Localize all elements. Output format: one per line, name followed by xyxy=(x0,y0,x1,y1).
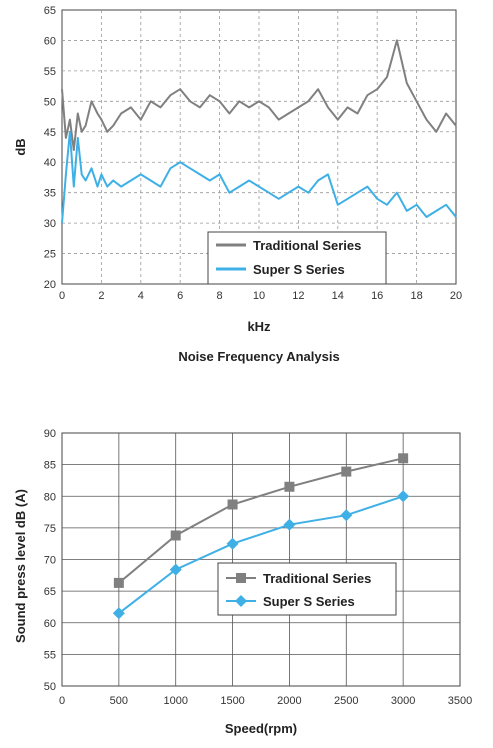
y-tick-label: 65 xyxy=(44,586,56,598)
y-tick-label: 25 xyxy=(44,249,56,261)
data-point-super-s xyxy=(397,490,410,503)
data-point-traditional xyxy=(284,481,295,492)
x-tick-label: 500 xyxy=(110,695,128,707)
y-tick-label: 35 xyxy=(44,188,56,200)
data-point-traditional xyxy=(170,530,181,541)
legend-label-super-s: Super S Series xyxy=(253,262,345,277)
x-axis-label: Speed(rpm) xyxy=(225,721,297,736)
tick-labels: 0 2 4 6 8 10 12 14 16 18 20 20 25 30 35 40 45 50 55 60 65 xyxy=(44,5,462,302)
data-point-super-s xyxy=(112,607,125,620)
y-tick-label: 30 xyxy=(44,218,56,230)
legend-box xyxy=(217,562,397,616)
x-tick-label: 2000 xyxy=(277,695,301,707)
tick-labels: 0 500 1000 1500 2000 2500 3000 3500 50 55 60 65 70 75… xyxy=(44,428,472,707)
series-line-traditional xyxy=(61,39,457,151)
x-axis-label: kHz xyxy=(247,319,271,334)
x-tick-label: 1000 xyxy=(163,695,187,707)
series-lines xyxy=(61,39,457,224)
legend-label-super-s: Super S Series xyxy=(263,594,355,609)
y-tick-label: 45 xyxy=(44,127,56,139)
x-tick-label: 14 xyxy=(332,290,344,302)
data-point-traditional xyxy=(398,453,409,464)
y-axis-label: Sound press level dB (A) xyxy=(13,489,28,643)
x-tick-label: 0 xyxy=(59,290,65,302)
legend: Traditional Series Super S Series xyxy=(217,562,397,616)
y-tick-label: 60 xyxy=(44,618,56,630)
x-tick-label: 4 xyxy=(138,290,144,302)
x-tick-label: 2 xyxy=(98,290,104,302)
data-point-super-s xyxy=(169,563,182,576)
y-tick-label: 50 xyxy=(44,681,56,693)
y-tick-label: 80 xyxy=(44,491,56,503)
legend-box xyxy=(207,231,387,285)
data-point-traditional xyxy=(227,499,238,510)
y-axis-label: dB xyxy=(13,138,28,155)
y-tick-label: 85 xyxy=(44,460,56,472)
legend: Traditional Series Super S Series xyxy=(207,231,387,285)
x-tick-label: 0 xyxy=(59,695,65,707)
sound-pressure-chart: 0 500 1000 1500 2000 2500 3000 3500 50 55 60 65 70 75… xyxy=(13,428,472,736)
series-line-super-s xyxy=(118,495,404,615)
x-tick-label: 2500 xyxy=(334,695,358,707)
x-tick-label: 6 xyxy=(177,290,183,302)
y-tick-label: 90 xyxy=(44,428,56,440)
x-tick-label: 3500 xyxy=(448,695,472,707)
y-tick-label: 40 xyxy=(44,157,56,169)
x-tick-label: 18 xyxy=(410,290,422,302)
y-tick-label: 75 xyxy=(44,523,56,535)
chart-title: Noise Frequency Analysis xyxy=(178,349,339,364)
x-tick-label: 3000 xyxy=(391,695,415,707)
data-point-traditional xyxy=(341,466,352,477)
data-point-super-s xyxy=(226,537,239,550)
y-tick-label: 55 xyxy=(44,66,56,78)
series-line-traditional xyxy=(118,457,404,584)
noise-frequency-chart: 0 2 4 6 8 10 12 14 16 18 20 20 25 30 35 40 45 50 55 60 65 Tr… xyxy=(13,5,462,364)
y-tick-label: 50 xyxy=(44,96,56,108)
y-tick-label: 20 xyxy=(44,279,56,291)
x-tick-label: 8 xyxy=(217,290,223,302)
legend-marker-diamond xyxy=(235,595,247,607)
legend-marker-square xyxy=(236,573,246,583)
x-tick-label: 10 xyxy=(253,290,265,302)
legend-label-traditional: Traditional Series xyxy=(253,238,361,253)
series-lines xyxy=(112,453,410,620)
y-tick-label: 70 xyxy=(44,555,56,567)
y-tick-label: 60 xyxy=(44,35,56,47)
y-tick-label: 55 xyxy=(44,649,56,661)
data-point-super-s xyxy=(340,509,353,522)
y-tick-label: 65 xyxy=(44,5,56,17)
x-tick-label: 20 xyxy=(450,290,462,302)
series-line-super-s xyxy=(61,130,457,224)
x-tick-label: 16 xyxy=(371,290,383,302)
data-point-traditional xyxy=(113,577,124,588)
legend-label-traditional: Traditional Series xyxy=(263,571,371,586)
x-tick-label: 12 xyxy=(292,290,304,302)
data-point-super-s xyxy=(283,518,296,531)
x-tick-label: 1500 xyxy=(220,695,244,707)
